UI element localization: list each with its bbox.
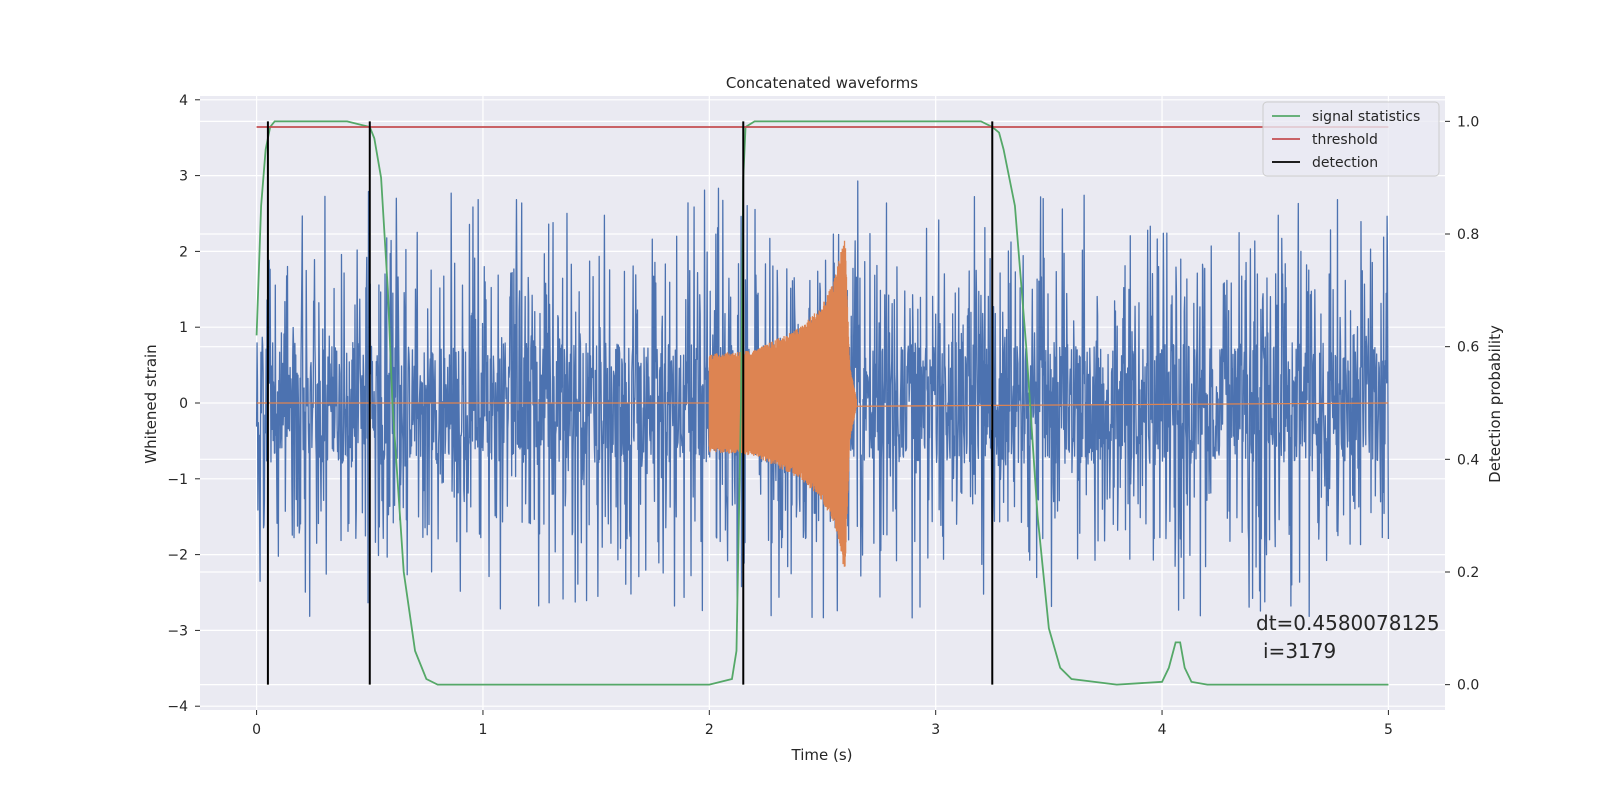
x-tick-label: 3 — [931, 722, 940, 738]
y-tick-label: −1 — [167, 472, 188, 488]
y-axis-label: Whitened strain — [142, 344, 160, 463]
y-tick-label: −3 — [167, 623, 188, 639]
legend-label-threshold: threshold — [1312, 132, 1378, 148]
ticks: 0 1 2 3 4 5 −4 −3 −2 −1 0 1 2 3 4 0.0 0.2 0.4 0.6 0.8 1.0 — [167, 93, 1479, 738]
annotation-i: i=3179 — [1263, 639, 1336, 663]
x-tick-label: 1 — [478, 722, 487, 738]
y2-tick-label: 0.8 — [1457, 227, 1479, 243]
legend-box — [1262, 101, 1440, 177]
y2-tick-label: 0.2 — [1457, 565, 1479, 581]
legend-label-signal-statistics: signal statistics — [1312, 109, 1420, 125]
x-tick-label: 0 — [252, 722, 261, 738]
y-tick-label: 0 — [179, 396, 188, 412]
legend: signal statistics threshold detection — [1262, 101, 1440, 177]
chart-marks — [255, 120, 1390, 686]
y-tick-label: 2 — [179, 244, 188, 260]
legend-label-detection: detection — [1312, 155, 1378, 171]
chart-title: Concatenated waveforms — [726, 74, 918, 92]
y2-tick-label: 0.0 — [1457, 678, 1479, 694]
x-tick-label: 4 — [1158, 722, 1167, 738]
x-tick-label: 2 — [705, 722, 714, 738]
y2-tick-label: 0.4 — [1457, 452, 1479, 468]
x-tick-label: 5 — [1384, 722, 1393, 738]
y-tick-label: 3 — [179, 169, 188, 185]
y2-tick-label: 1.0 — [1457, 114, 1479, 130]
y-tick-label: 4 — [179, 93, 188, 109]
y2-tick-label: 0.6 — [1457, 340, 1479, 356]
y-tick-label: 1 — [179, 320, 188, 336]
annotation-dt: dt=0.4580078125 — [1256, 611, 1440, 635]
y-tick-label: −2 — [167, 548, 188, 564]
y2-axis-label: Detection probability — [1486, 325, 1504, 483]
y-tick-label: −4 — [167, 699, 188, 715]
series-injection — [256, 240, 1389, 567]
series-signal-statistics — [255, 120, 1389, 686]
x-axis-label: Time (s) — [791, 746, 853, 764]
